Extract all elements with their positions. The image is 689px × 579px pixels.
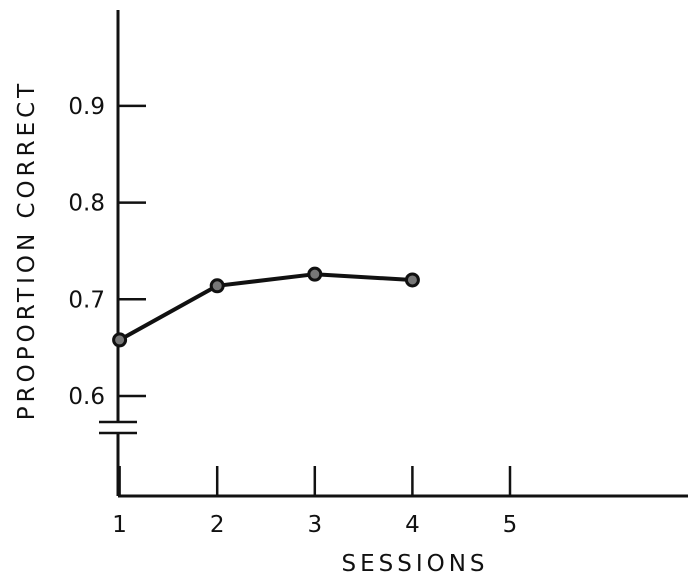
data-point-session-2 [209,278,225,294]
y-axis-label: PROPORTION CORRECT [14,80,40,420]
x-tick-label-5: 5 [503,512,518,538]
x-tick-label-1: 1 [112,512,127,538]
ticks: 0.6 0.7 0.8 0.9 1 2 3 4 5 [68,94,517,538]
y-tick-label-0.6: 0.6 [68,384,105,410]
series-line-0 [117,272,415,342]
x-tick-label-4: 4 [405,512,420,538]
data-point-session-3 [307,266,323,282]
x-axis-label: SESSIONS [341,551,488,577]
data-point-session-4 [404,272,420,288]
data-point-session-1 [112,332,128,348]
data-series [112,266,420,348]
y-tick-label-0.9: 0.9 [68,94,105,120]
y-tick-label-0.8: 0.8 [68,191,105,217]
y-tick-label-0.7: 0.7 [68,287,105,313]
x-tick-label-2: 2 [210,512,225,538]
axes [99,10,688,498]
x-tick-label-3: 3 [307,512,322,538]
